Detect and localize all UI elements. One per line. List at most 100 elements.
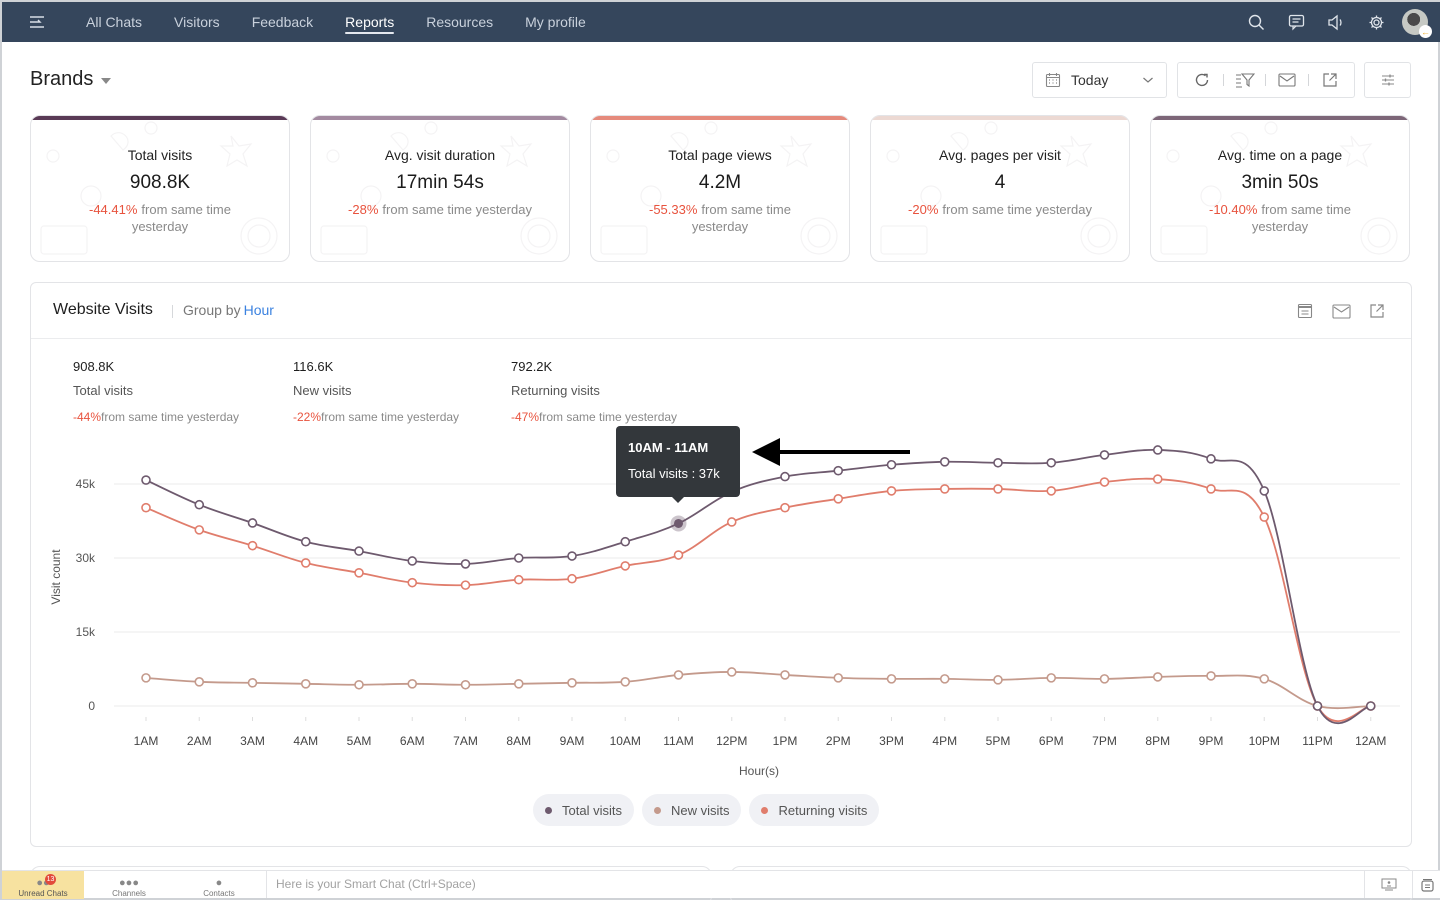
kpi-cards: Total visits 908.8K -44.41% from same tim…	[30, 115, 1410, 262]
notes-button[interactable]	[1412, 871, 1440, 898]
kpi-delta-text: from same time yesterday	[1251, 202, 1351, 234]
user-avatar[interactable]: ←	[1402, 9, 1432, 38]
date-filter-select[interactable]: Today	[1032, 62, 1167, 98]
sliders-icon	[1381, 74, 1394, 86]
chevron-down-icon	[1143, 77, 1153, 83]
kpi-accent-bar	[31, 116, 289, 120]
calendar-icon	[1045, 73, 1061, 88]
legend-total-visits[interactable]: Total visits	[533, 794, 634, 826]
chart-legend: Total visits New visits Returning visits	[533, 794, 880, 826]
divider	[1308, 74, 1310, 86]
nav-feedback[interactable]: Feedback	[251, 14, 314, 30]
smart-chat-input[interactable]: Here is your Smart Chat (Ctrl+Space)	[266, 871, 1364, 898]
kpi-value: 17min 54s	[396, 172, 484, 193]
legend-new-visits[interactable]: New visits	[641, 794, 742, 826]
kpi-card-total-visits[interactable]: Total visits 908.8K -44.41% from same tim…	[30, 115, 290, 262]
nav-resources[interactable]: Resources	[426, 14, 494, 30]
stat-delta-text: from same time yesterday	[539, 410, 678, 424]
report-header: Brands Today	[30, 62, 1411, 98]
table-view-button[interactable]	[1293, 299, 1317, 323]
stat-new-visits: 116.6K New visits -22%from same time yes…	[293, 359, 513, 424]
stat-delta-text: from same time yesterday	[321, 410, 460, 424]
panel-email-button[interactable]	[1329, 299, 1353, 323]
kpi-title: Avg. time on a page	[1217, 147, 1343, 163]
kpi-card-total-page-views[interactable]: Total page views 4.2M -55.33% from same t…	[590, 115, 850, 262]
filter-icon	[1235, 73, 1255, 88]
main-nav: All Chats Visitors Feedback Reports Reso…	[70, 2, 602, 42]
stat-total-visits: 908.8K Total visits -44%from same time y…	[73, 359, 293, 424]
group-by-hour-link[interactable]: Hour	[243, 302, 274, 318]
nav-all-chats[interactable]: All Chats	[86, 14, 143, 30]
legend-label: Returning visits	[778, 802, 868, 818]
nav-my-profile[interactable]: My profile	[525, 14, 586, 30]
export-icon	[1323, 73, 1337, 87]
settings-button[interactable]	[1356, 2, 1396, 42]
kpi-card-avg-pages-per-visit[interactable]: Avg. pages per visit 4 -20% from same tim…	[870, 115, 1130, 262]
nav-visitors[interactable]: Visitors	[174, 14, 220, 30]
stat-value: 908.8K	[73, 359, 115, 374]
panel-export-button[interactable]	[1365, 299, 1389, 323]
filter-button[interactable]	[1230, 65, 1260, 95]
kpi-title: Total visits	[127, 147, 193, 163]
kpi-delta-percent: -20%	[908, 202, 939, 217]
chat-bubble-icon	[1288, 14, 1304, 30]
email-button[interactable]	[1272, 65, 1302, 95]
date-filter-value: Today	[1071, 72, 1109, 88]
kpi-delta-text: from same time yesterday	[691, 202, 791, 234]
refresh-icon	[1195, 73, 1209, 87]
page-title: Brands	[30, 68, 94, 90]
nav-reports[interactable]: Reports	[329, 2, 410, 42]
kpi-delta-text: from same time yesterday	[382, 202, 532, 217]
stat-delta: -44%from same time yesterday	[73, 410, 293, 424]
doodle-pattern	[880, 121, 1118, 255]
stat-returning-visits: 792.2K Returning visits -47%from same ti…	[511, 359, 731, 424]
stat-value: 116.6K	[293, 359, 334, 374]
stat-delta-text: from same time yesterday	[101, 410, 240, 424]
export-icon	[1370, 304, 1384, 318]
kpi-delta-percent: -28%	[348, 202, 379, 217]
stat-delta: -22%from same time yesterday	[293, 410, 513, 424]
divider	[1222, 74, 1224, 86]
export-button[interactable]	[1315, 65, 1345, 95]
screen-share-button[interactable]	[1364, 871, 1412, 898]
tab-unread-chats[interactable]: ●● 13 Unread Chats	[2, 871, 84, 899]
stat-value: 792.2K	[511, 359, 553, 374]
refresh-button[interactable]	[1187, 65, 1217, 95]
sound-button[interactable]	[1316, 2, 1356, 42]
kpi-accent-bar	[1151, 116, 1409, 120]
website-visits-panel: Website Visits Group by Hour 908.8K Total…	[30, 282, 1412, 847]
kpi-delta: -55.33% from same time yesterday	[635, 201, 805, 235]
stat-label: Returning visits	[511, 383, 600, 398]
legend-returning-visits[interactable]: Returning visits	[749, 794, 880, 826]
tab-contacts[interactable]: ● Contacts	[174, 871, 264, 899]
stat-delta-percent: -44%	[73, 410, 102, 424]
tab-channels[interactable]: ●●● Channels	[84, 871, 174, 899]
panel-actions	[1293, 299, 1389, 323]
tab-label: Channels	[112, 889, 146, 898]
brands-dropdown[interactable]: Brands	[30, 68, 112, 91]
legend-dot	[653, 806, 661, 814]
kpi-card-avg-visit-duration[interactable]: Avg. visit duration 17min 54s -28% from s…	[310, 115, 570, 262]
top-navigation-bar: All Chats Visitors Feedback Reports Reso…	[2, 2, 1440, 42]
panel-header: Website Visits Group by Hour	[31, 283, 1411, 339]
divider	[1265, 74, 1267, 86]
kpi-value: 3min 50s	[1241, 172, 1319, 193]
menu-toggle-button[interactable]	[20, 2, 56, 42]
report-settings-button[interactable]	[1364, 62, 1411, 98]
chat-bubbles-icon: ●●	[36, 877, 50, 889]
stat-delta: -47%from same time yesterday	[511, 410, 731, 424]
channels-icon: ●●●	[119, 877, 139, 889]
kpi-card-avg-time-on-page[interactable]: Avg. time on a page 3min 50s -10.40% from…	[1150, 115, 1410, 262]
tooltip-body: Total visits : 37k	[628, 466, 720, 481]
annotation-arrow-icon	[752, 438, 910, 466]
status-arrow-icon: ←	[1419, 25, 1432, 38]
kpi-value: 4.2M	[698, 172, 742, 193]
legend-dot	[545, 806, 552, 814]
chat-button[interactable]	[1276, 2, 1316, 42]
doodle-pattern	[40, 121, 278, 255]
search-button[interactable]	[1236, 2, 1276, 42]
panel-title: Website Visits	[53, 301, 153, 318]
group-by: Group by Hour	[183, 302, 274, 318]
kpi-delta: -44.41% from same time yesterday	[75, 201, 245, 235]
table-view-icon	[1297, 303, 1313, 319]
